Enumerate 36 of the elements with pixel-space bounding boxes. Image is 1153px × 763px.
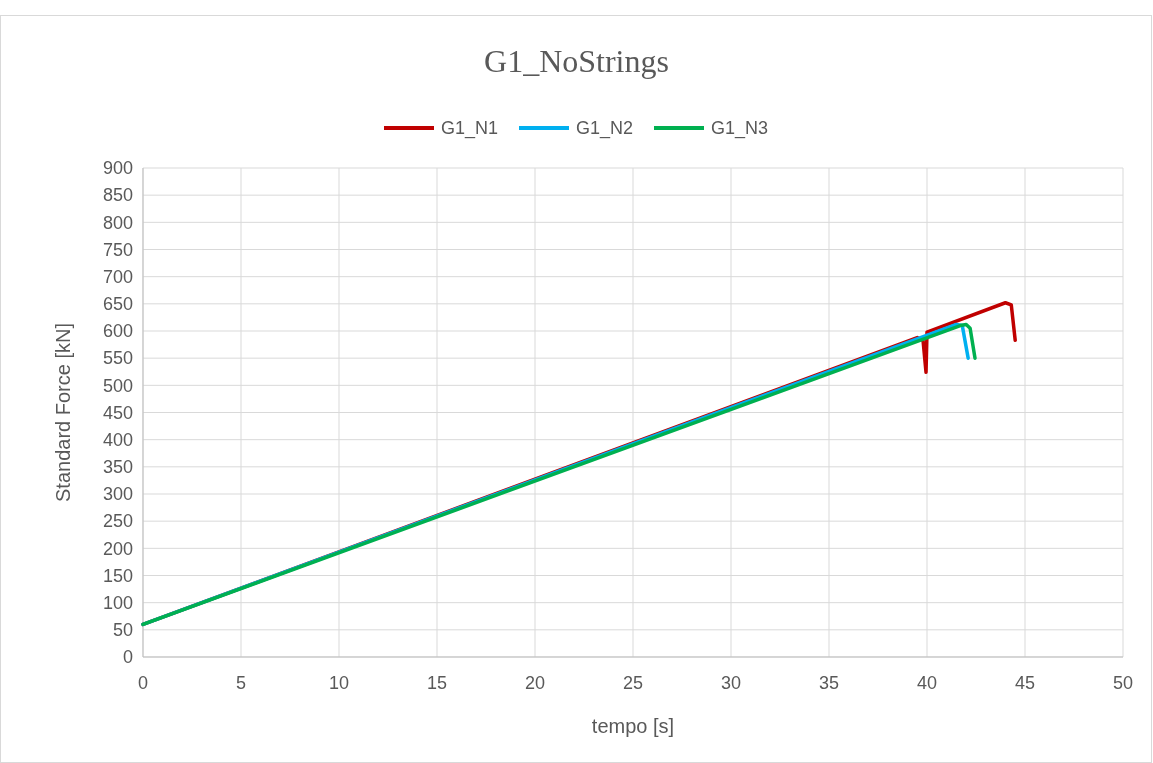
y-axis-title: Standard Force [kN] (52, 323, 74, 502)
x-tick-label: 5 (235, 673, 247, 693)
x-tick-label: 20 (524, 673, 546, 693)
x-tick-label: 35 (818, 673, 840, 693)
y-tick-label: 250 (102, 511, 133, 532)
chart-title: G1_NoStrings (484, 43, 669, 79)
y-tick-label: 850 (102, 185, 133, 206)
y-tick-label: 200 (102, 538, 133, 559)
y-tick-label: 750 (102, 239, 133, 260)
y-tick-label: 0 (122, 647, 133, 668)
y-tick-label: 350 (102, 457, 133, 478)
x-tick-label: 15 (426, 673, 448, 693)
x-tick-label: 40 (916, 673, 938, 693)
y-tick-label: 300 (102, 484, 133, 505)
x-tick-label: 30 (720, 673, 742, 693)
x-tick-label: 10 (328, 673, 350, 693)
y-tick-label: 500 (102, 375, 133, 396)
legend-label: G1_N2 (576, 118, 634, 140)
y-tick-label: 550 (102, 348, 133, 369)
y-tick-label: 600 (102, 321, 133, 342)
x-tick-label: 45 (1014, 673, 1036, 693)
y-tick-label: 700 (102, 266, 133, 287)
legend-label: G1_N3 (711, 118, 769, 140)
y-tick-label: 150 (102, 565, 133, 586)
y-tick-label: 650 (102, 294, 133, 315)
y-tick-label: 50 (112, 620, 133, 641)
x-tick-label: 50 (1112, 673, 1134, 693)
x-tick-label: 25 (622, 673, 644, 693)
x-tick-label: 0 (137, 673, 149, 693)
y-tick-label: 450 (102, 402, 133, 423)
y-tick-label: 100 (102, 592, 133, 613)
y-tick-label: 900 (102, 158, 133, 179)
y-tick-label: 400 (102, 429, 133, 450)
x-axis-title: tempo [s] (591, 715, 675, 737)
legend-label: G1_N1 (441, 118, 499, 140)
y-tick-label: 800 (102, 212, 133, 233)
